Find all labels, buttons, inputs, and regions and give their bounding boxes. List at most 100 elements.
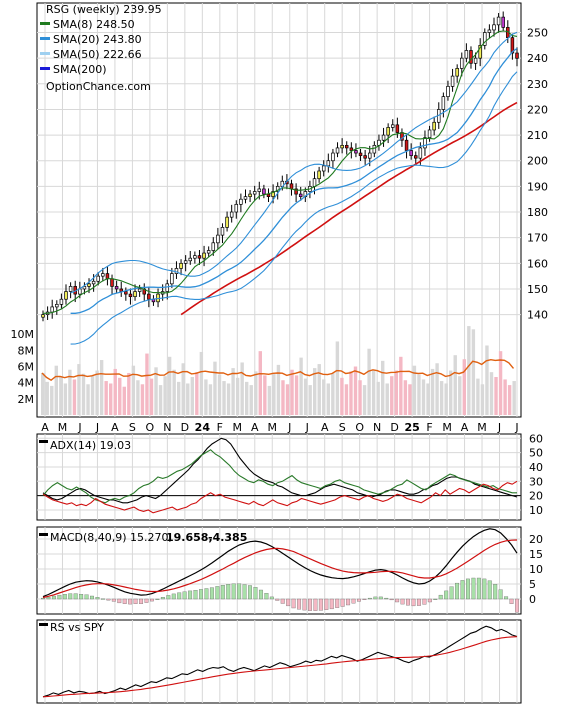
macd-histogram-bar — [406, 598, 410, 606]
candle-body — [179, 262, 183, 269]
candle-body — [183, 260, 188, 264]
candle-body — [248, 193, 252, 197]
volume-bar — [63, 383, 68, 415]
candle-body — [483, 32, 487, 46]
price-tick-label: 250 — [527, 27, 548, 40]
macd-histogram-bar — [373, 596, 378, 600]
candle-body — [188, 257, 193, 262]
candle-body — [105, 273, 110, 280]
candle-body — [96, 275, 100, 282]
volume-bar — [145, 353, 149, 415]
macd-histogram-bar — [264, 593, 269, 600]
candle-body — [59, 298, 64, 305]
candle-body — [473, 57, 478, 64]
x-tick-label: J — [287, 421, 291, 434]
macd-histogram-bar — [220, 585, 225, 600]
candle-body — [464, 50, 469, 59]
macd-histogram-bar — [400, 598, 405, 605]
volume-bar — [408, 384, 412, 415]
adx-title: ADX(14) 19.03 — [50, 439, 131, 452]
candle-body — [124, 291, 128, 295]
macd-histogram-bar — [128, 598, 133, 605]
volume-bar — [430, 368, 435, 415]
candle-body — [367, 152, 372, 159]
candle-body — [363, 155, 367, 159]
candle-body — [515, 52, 519, 59]
macd-histogram-bar — [324, 598, 329, 610]
candle-body — [193, 255, 197, 259]
volume-bar — [50, 385, 54, 415]
legend-swatch — [40, 37, 50, 40]
upper-band-line — [70, 31, 518, 294]
volume-bar — [435, 363, 439, 415]
x-tick-label: M — [233, 421, 243, 434]
volume-bar — [167, 356, 172, 415]
legend-swatch — [40, 67, 50, 70]
candle-body — [234, 203, 239, 213]
x-tick-label: F — [217, 421, 223, 434]
volume-bar — [367, 348, 371, 415]
candle-body — [510, 37, 515, 54]
macd-histogram-bar — [204, 588, 209, 600]
volume-tick-label: 6M — [18, 361, 35, 374]
volume-bar — [390, 376, 394, 415]
candle-body — [317, 170, 321, 180]
price-tick-label: 150 — [527, 283, 548, 296]
candle-body — [391, 124, 395, 128]
volume-bar — [163, 376, 167, 415]
watermark-label: OptionChance.com — [46, 80, 151, 93]
macd-histogram-bar — [100, 598, 105, 600]
macd-histogram-bar — [106, 598, 111, 601]
macd-histogram-bar — [209, 587, 214, 600]
candle-body — [414, 155, 418, 159]
volume-bar — [285, 384, 290, 415]
candle-body — [266, 193, 271, 197]
candle-body — [170, 273, 174, 285]
macd-histogram-bar — [351, 598, 356, 604]
macd-histogram-bar — [427, 598, 432, 603]
legend-label: SMA(50) 222.66 — [53, 48, 142, 61]
volume-bar — [181, 363, 185, 415]
volume-bar — [195, 372, 199, 415]
macd-histogram-bar — [258, 589, 263, 600]
candle-body — [496, 16, 501, 26]
chart-title: RSG (weekly) 239.95 — [46, 3, 162, 16]
adx-tick-label: 40 — [529, 461, 543, 474]
x-tick-label: M — [442, 421, 452, 434]
candle-body — [418, 147, 423, 159]
macd-histogram-bar — [416, 598, 421, 606]
volume-bar — [140, 384, 145, 415]
candle-body — [64, 291, 68, 300]
candle-body — [349, 147, 354, 151]
x-tick-label: M — [268, 421, 278, 434]
macd-histogram-bar — [117, 598, 122, 604]
macd-legend-swatch — [39, 533, 48, 536]
volume-bar — [222, 381, 226, 415]
volume-bar — [344, 384, 349, 415]
macd-histogram-bar — [62, 594, 67, 600]
macd-histogram-bar — [449, 586, 454, 600]
volume-bar — [272, 373, 276, 415]
macd-series-line — [42, 528, 518, 598]
candle-body — [441, 96, 446, 110]
volume-bar — [86, 384, 90, 415]
candle-body — [423, 137, 427, 149]
volume-bar — [362, 385, 367, 415]
volume-bar — [340, 377, 344, 415]
candle-body — [478, 44, 482, 59]
volume-bar — [77, 364, 81, 415]
macd-histogram-bar — [433, 598, 438, 600]
candle-body — [289, 183, 294, 190]
macd-histogram-bar — [384, 597, 389, 600]
sma20-line — [70, 47, 518, 314]
price-tick-label: 240 — [527, 52, 548, 65]
candle-body — [271, 191, 275, 197]
candle-body — [114, 286, 119, 290]
candle-body — [335, 147, 340, 154]
candle-body — [229, 211, 234, 218]
macd-histogram-bar — [150, 598, 154, 602]
x-tick-label: 25 — [404, 421, 419, 434]
volume-bar — [303, 378, 308, 415]
macd-histogram-bar — [160, 597, 165, 600]
volume-bar — [95, 370, 99, 415]
